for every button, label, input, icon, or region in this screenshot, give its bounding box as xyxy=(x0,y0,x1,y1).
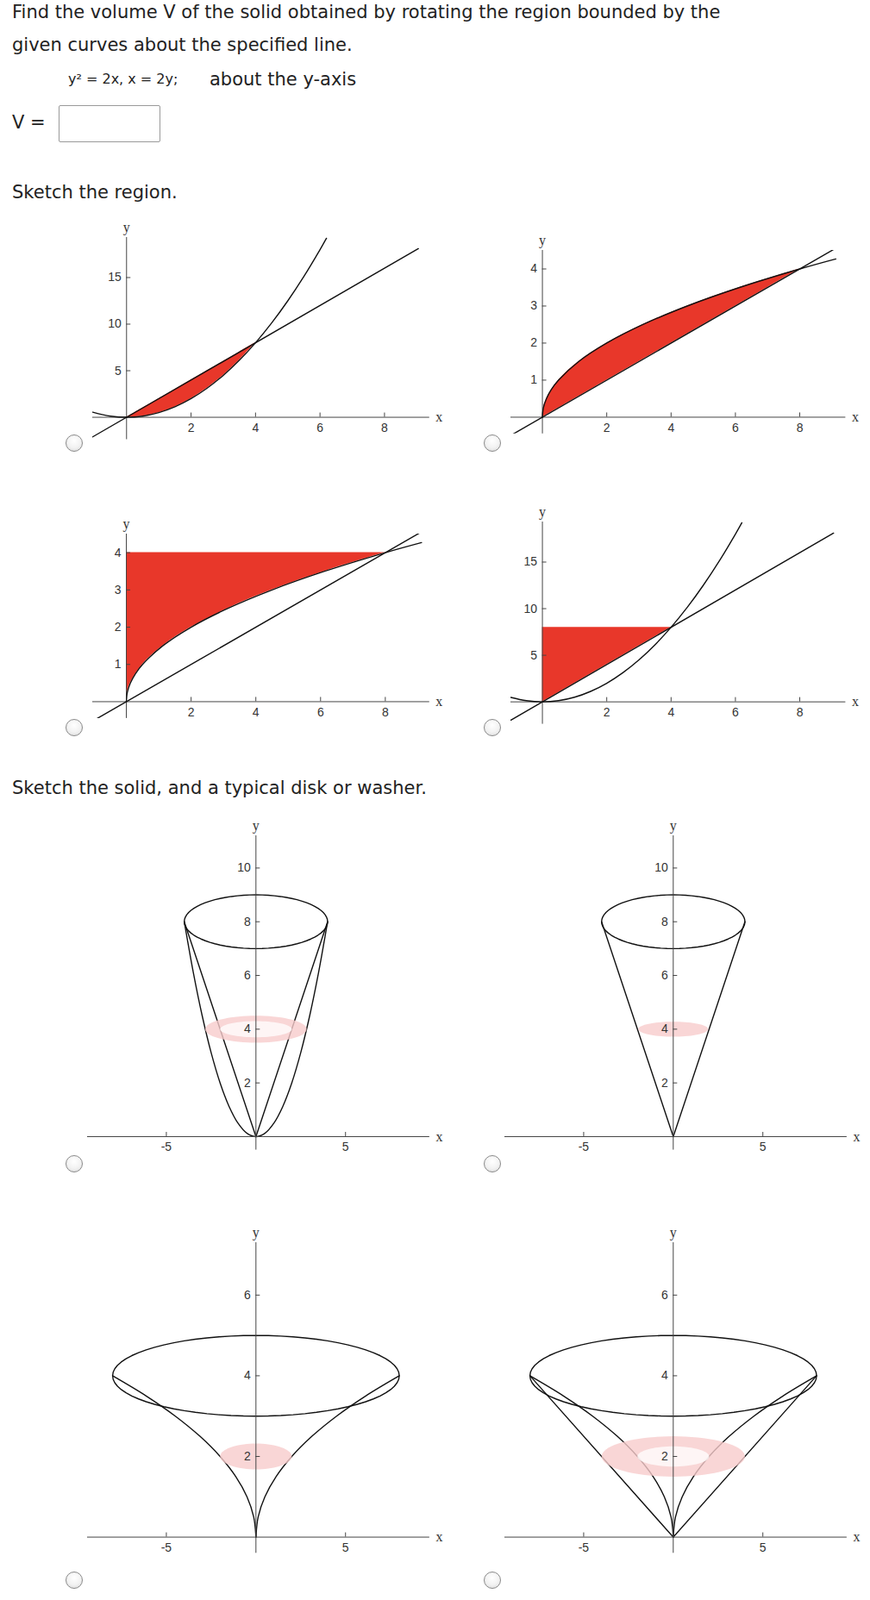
html-text:y² = 2x, x = 2y;: y² = 2x, x = 2y; xyxy=(68,70,178,88)
svg-text:10: 10 xyxy=(237,861,252,876)
svg-text:8: 8 xyxy=(381,420,389,435)
svg-text:5: 5 xyxy=(758,1140,766,1155)
svg-text:8: 8 xyxy=(381,705,389,720)
svg-text:-5: -5 xyxy=(161,1540,173,1555)
svg-text:6: 6 xyxy=(732,705,739,720)
svg-text:4: 4 xyxy=(668,705,676,720)
svg-text:4: 4 xyxy=(251,705,259,720)
svg-text:10: 10 xyxy=(524,601,539,616)
svg-text:y: y xyxy=(122,517,130,533)
svg-text:-5: -5 xyxy=(577,1140,589,1155)
svg-text:5: 5 xyxy=(114,363,122,377)
svg-text:1: 1 xyxy=(113,657,121,671)
html-text:V =: V = xyxy=(12,112,46,133)
svg-text:4: 4 xyxy=(113,545,121,560)
svg-text:2: 2 xyxy=(113,619,121,634)
svg-text:y: y xyxy=(669,1225,676,1241)
svg-text:y: y xyxy=(669,819,676,835)
svg-text:4: 4 xyxy=(251,420,259,435)
svg-text:y: y xyxy=(122,219,130,236)
svg-text:15: 15 xyxy=(107,269,122,284)
svg-text:8: 8 xyxy=(796,705,804,720)
svg-text:x: x xyxy=(851,409,859,425)
svg-text:15: 15 xyxy=(524,554,539,569)
svg-text:5: 5 xyxy=(342,1540,350,1555)
svg-text:2: 2 xyxy=(187,705,195,720)
svg-text:4: 4 xyxy=(668,420,676,435)
svg-text:8: 8 xyxy=(661,914,669,929)
html-text:given curves about the specifi: given curves about the specified line. xyxy=(12,34,353,56)
svg-text:2: 2 xyxy=(530,335,538,350)
svg-text:6: 6 xyxy=(316,420,324,435)
svg-text:-5: -5 xyxy=(161,1140,173,1155)
svg-text:5: 5 xyxy=(758,1540,766,1555)
svg-text:x: x xyxy=(852,1529,860,1545)
svg-text:6: 6 xyxy=(732,420,739,435)
svg-text:2: 2 xyxy=(187,420,195,435)
svg-text:x: x xyxy=(435,409,443,425)
svg-text:1: 1 xyxy=(530,372,538,387)
html-text:Sketch the solid, and a typica: Sketch the solid, and a typical disk or … xyxy=(12,777,427,799)
svg-text:x: x xyxy=(436,1129,444,1145)
svg-text:2: 2 xyxy=(661,1449,669,1464)
svg-text:3: 3 xyxy=(113,582,121,597)
svg-text:y: y xyxy=(538,504,546,520)
svg-text:2: 2 xyxy=(244,1449,251,1464)
svg-text:6: 6 xyxy=(244,968,251,983)
svg-text:10: 10 xyxy=(107,316,122,331)
svg-text:4: 4 xyxy=(661,1368,669,1383)
svg-text:8: 8 xyxy=(796,420,804,435)
svg-text:y: y xyxy=(538,232,546,249)
svg-text:y: y xyxy=(252,1225,260,1241)
svg-text:6: 6 xyxy=(661,968,669,983)
svg-text:2: 2 xyxy=(661,1076,669,1090)
svg-text:4: 4 xyxy=(661,1022,669,1037)
html-text:Find the volume V of the solid: Find the volume V of the solid obtained … xyxy=(12,1,721,23)
svg-text:x: x xyxy=(435,694,443,709)
svg-text:-5: -5 xyxy=(577,1540,589,1555)
svg-text:10: 10 xyxy=(654,861,669,876)
svg-text:5: 5 xyxy=(342,1140,350,1155)
svg-text:6: 6 xyxy=(316,705,324,720)
html-text:Sketch the region.: Sketch the region. xyxy=(12,181,178,203)
svg-text:6: 6 xyxy=(661,1288,669,1302)
svg-text:5: 5 xyxy=(530,648,538,663)
svg-text:x: x xyxy=(852,1129,860,1145)
svg-text:4: 4 xyxy=(530,261,538,276)
svg-text:6: 6 xyxy=(244,1288,251,1302)
svg-text:2: 2 xyxy=(244,1076,251,1090)
svg-text:8: 8 xyxy=(244,914,251,929)
svg-text:3: 3 xyxy=(530,298,538,313)
svg-text:4: 4 xyxy=(244,1022,251,1037)
svg-text:2: 2 xyxy=(603,420,611,435)
svg-text:4: 4 xyxy=(244,1368,251,1383)
svg-text:y: y xyxy=(252,819,260,835)
svg-text:x: x xyxy=(851,694,859,709)
svg-text:x: x xyxy=(436,1529,444,1545)
html-text:about the y-axis: about the y-axis xyxy=(209,68,357,90)
svg-text:2: 2 xyxy=(603,705,611,720)
